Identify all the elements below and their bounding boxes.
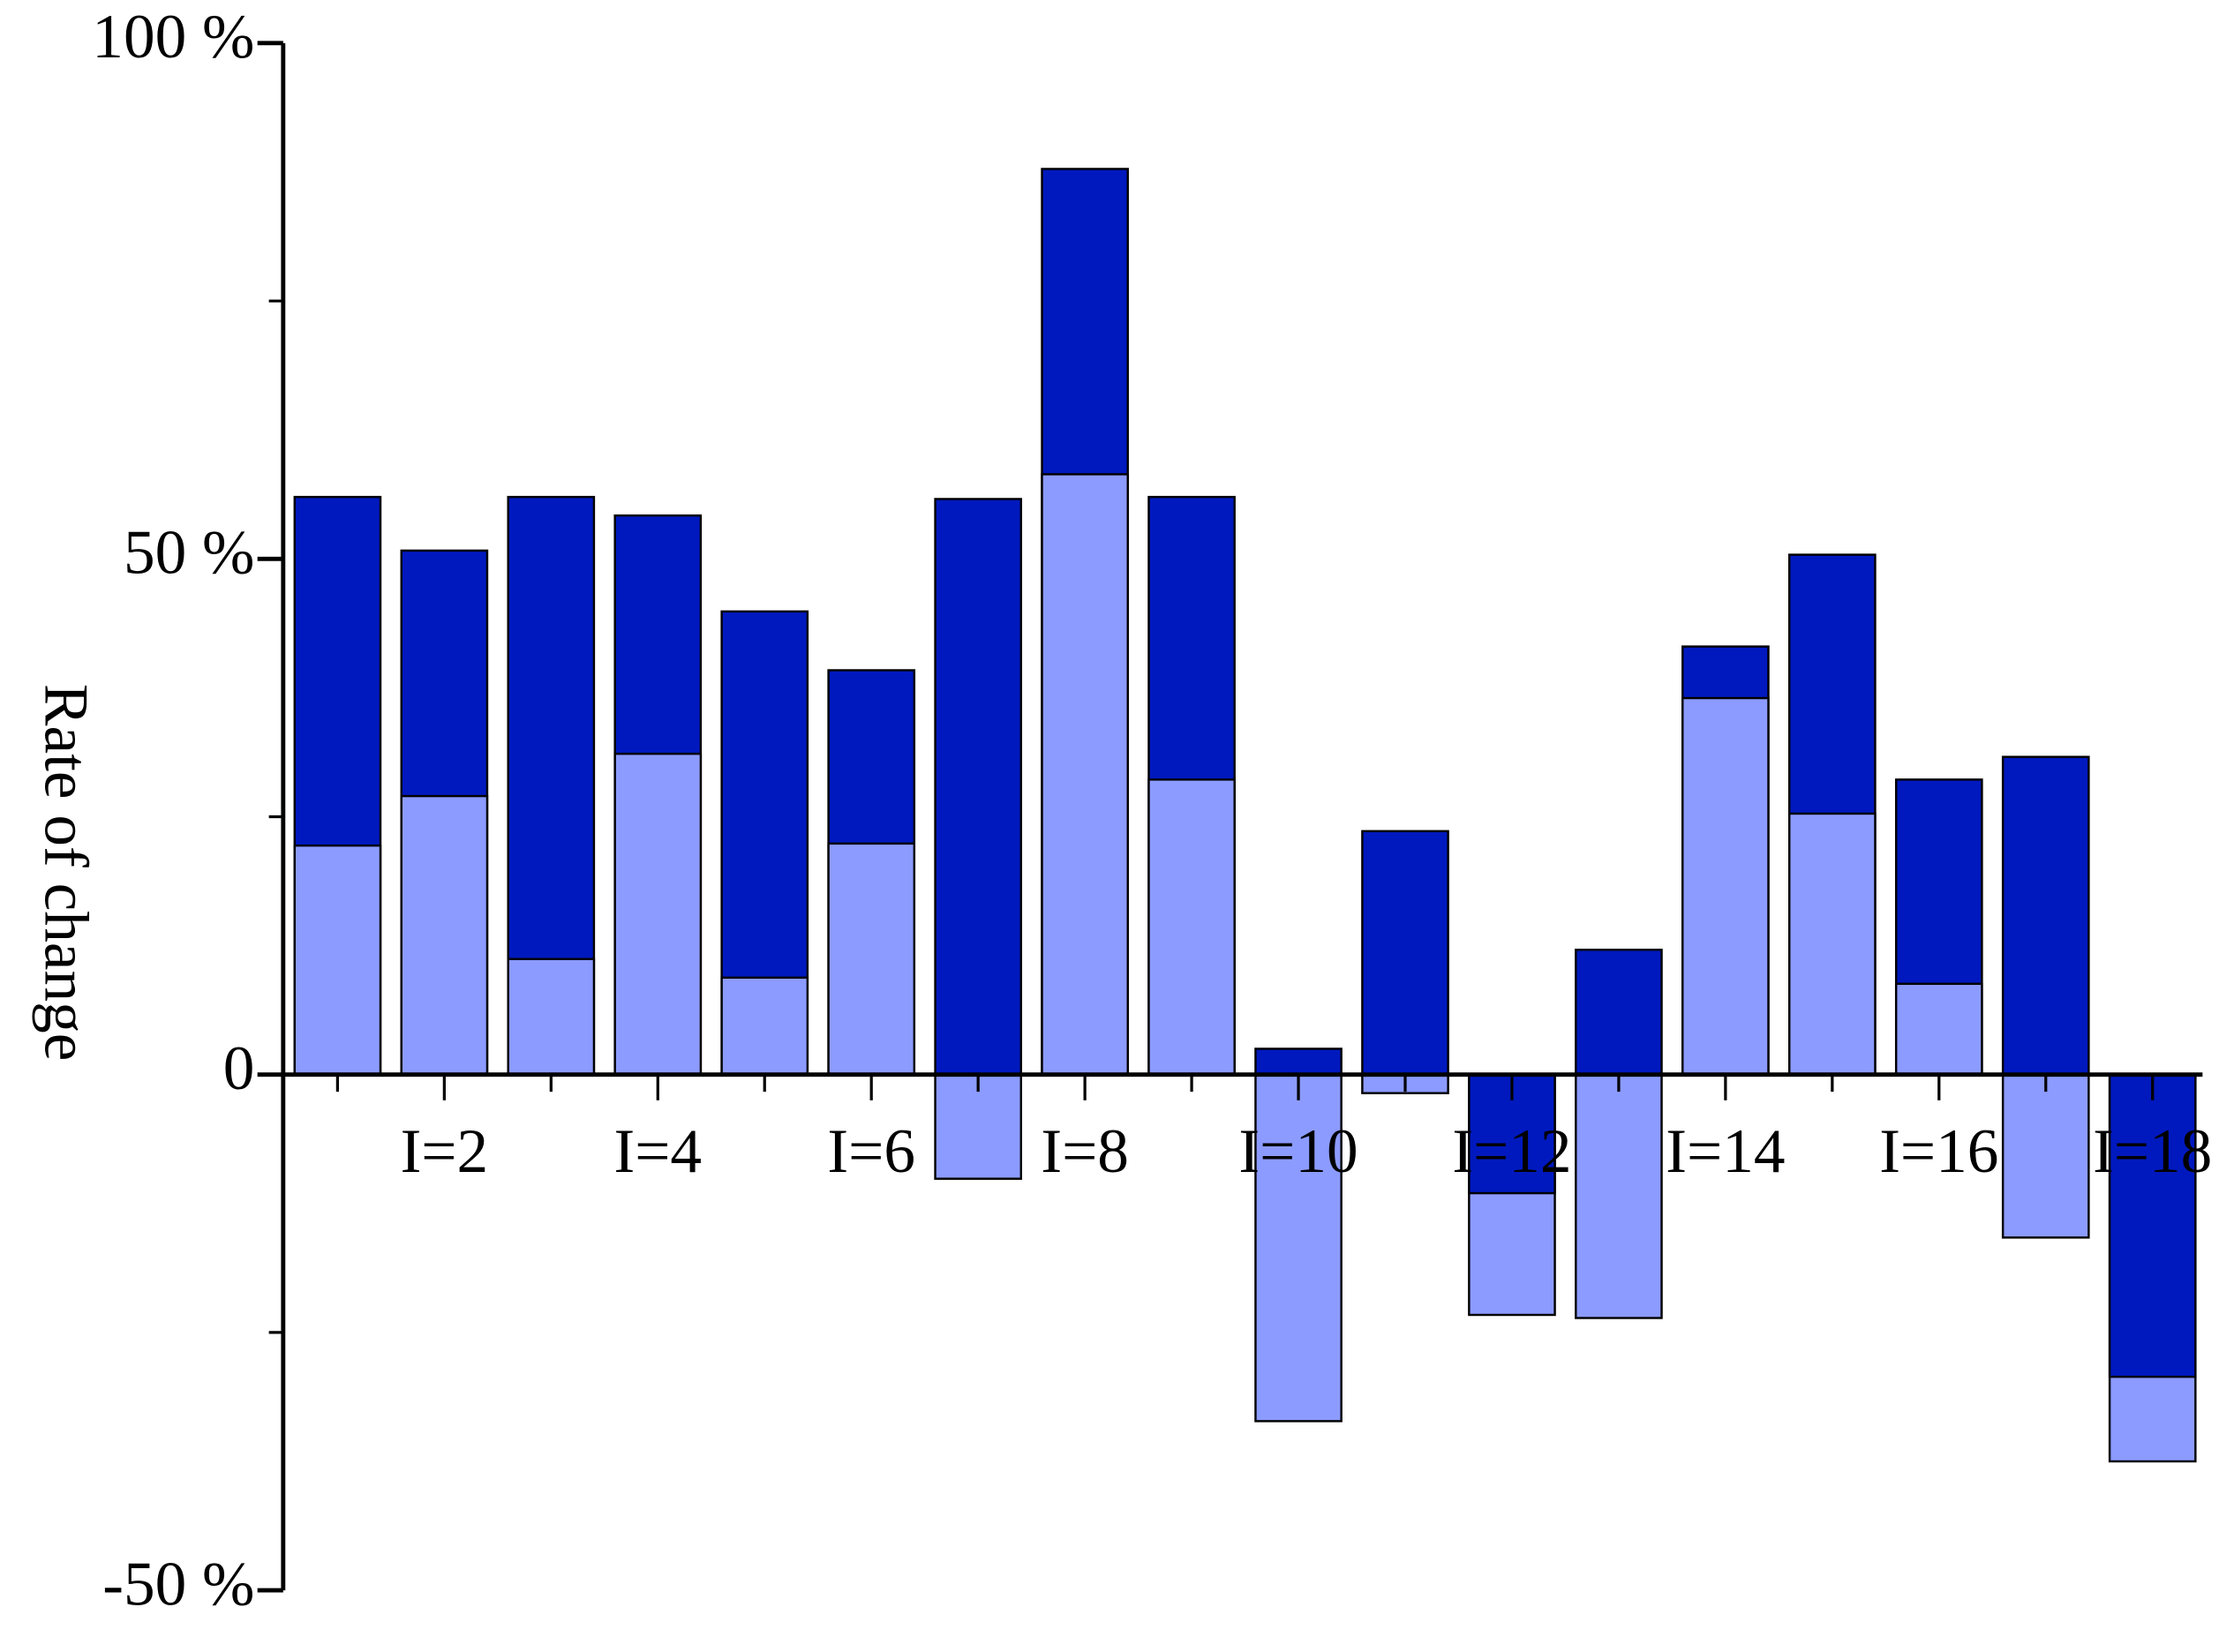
bar bbox=[1147, 778, 1236, 1076]
bar bbox=[1575, 949, 1663, 1076]
bar bbox=[934, 1073, 1022, 1180]
x-tick-label: I=2 bbox=[401, 1116, 489, 1186]
bar bbox=[934, 498, 1022, 1076]
bar bbox=[613, 752, 703, 1076]
bar bbox=[1254, 1048, 1343, 1076]
bar bbox=[1041, 473, 1129, 1076]
x-tick-label: I=12 bbox=[1452, 1116, 1571, 1186]
bar bbox=[1575, 1073, 1663, 1319]
bar bbox=[2001, 755, 2090, 1076]
bar bbox=[293, 844, 382, 1076]
bar bbox=[2108, 1073, 2197, 1378]
x-tick-label: I=6 bbox=[827, 1116, 915, 1186]
bar bbox=[1361, 830, 1449, 1076]
x-tick-label: I=16 bbox=[1879, 1116, 1998, 1186]
x-tick-label: I=8 bbox=[1041, 1116, 1129, 1186]
bar bbox=[1681, 696, 1770, 1076]
x-tick-label: I=4 bbox=[613, 1116, 702, 1186]
x-tick-label: I=14 bbox=[1666, 1116, 1785, 1186]
y-tick-label: 100 % bbox=[92, 2, 254, 71]
bar bbox=[720, 976, 809, 1076]
bar bbox=[1788, 812, 1877, 1076]
bar bbox=[1894, 982, 1983, 1076]
y-tick-label: 0 bbox=[223, 1033, 255, 1103]
y-tick-label: 50 % bbox=[124, 518, 254, 588]
x-tick-label: I=10 bbox=[1238, 1116, 1358, 1186]
bar bbox=[2001, 1073, 2090, 1239]
y-axis-label: Rate of change bbox=[32, 684, 102, 1061]
bar bbox=[400, 794, 489, 1076]
x-tick-label: I=18 bbox=[2093, 1116, 2212, 1186]
bar bbox=[827, 842, 916, 1076]
bar bbox=[1254, 1073, 1343, 1423]
bar bbox=[507, 957, 596, 1076]
y-tick-label: -50 % bbox=[102, 1549, 254, 1618]
